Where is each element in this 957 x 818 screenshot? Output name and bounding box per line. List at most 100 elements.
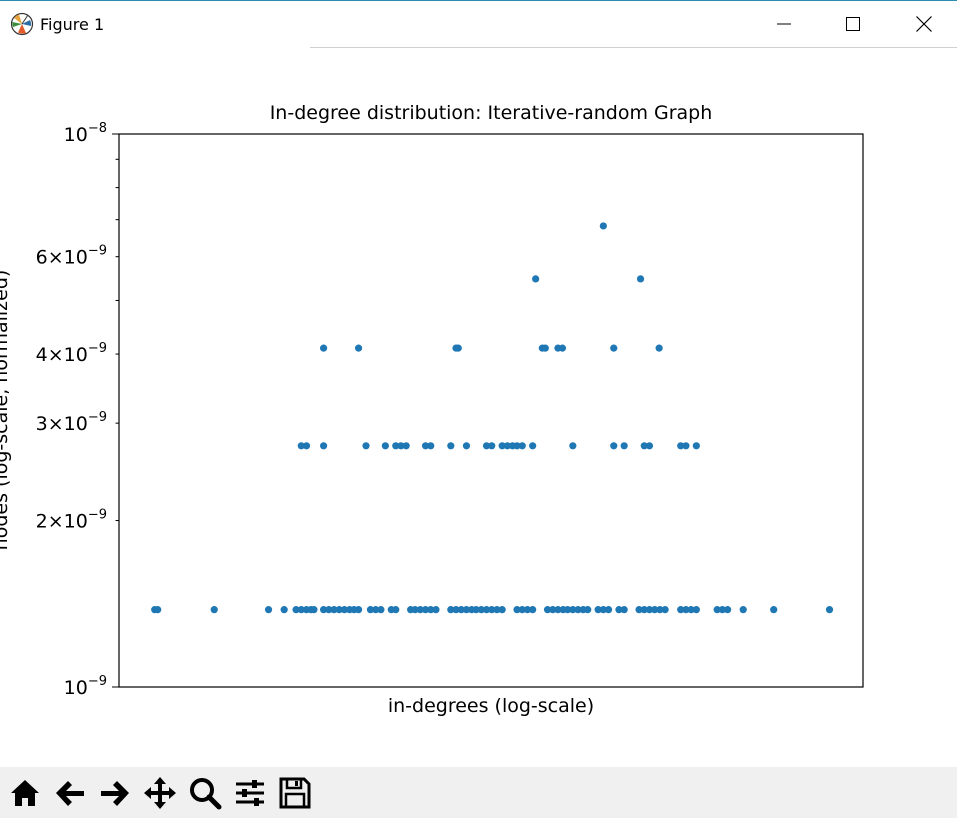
scatter-point	[523, 606, 532, 614]
scatter-point	[518, 606, 526, 614]
scatter-point	[210, 606, 218, 614]
scatter-point	[372, 606, 380, 614]
y-tick-label: 3×10−9	[36, 410, 107, 435]
scatter-point	[488, 442, 496, 450]
forward-arrow-icon	[101, 781, 129, 806]
scatter-point	[340, 606, 349, 614]
zoom-button[interactable]	[185, 773, 225, 813]
scatter-point	[392, 442, 400, 450]
scatter-point	[477, 606, 485, 614]
scatter-point	[462, 606, 471, 614]
scatter-point	[574, 606, 582, 614]
scatter-point	[620, 606, 628, 614]
maximize-button[interactable]	[830, 2, 876, 46]
axes-frame	[118, 133, 864, 688]
scatter-point	[645, 606, 654, 614]
scatter-point	[558, 344, 567, 352]
scatter-point	[549, 606, 557, 614]
scatter-point	[482, 606, 491, 614]
y-axis-ticks: 10−9 2×10−9 3×10−9 4×10−9 6×10−9 10−8	[36, 121, 119, 699]
scatter-point	[320, 344, 328, 352]
scatter-point	[529, 442, 537, 450]
chart-title: In-degree distribution: Iterative-random…	[270, 102, 713, 124]
titlebar-divider	[310, 47, 957, 48]
scatter-point	[427, 606, 435, 614]
scatter-point	[518, 442, 526, 450]
scatter-chart: In-degree distribution: Iterative-random…	[0, 102, 864, 717]
figure-canvas[interactable]: In-degree distribution: Iterative-random…	[0, 48, 957, 767]
scatter-point	[677, 606, 685, 614]
scatter-point	[636, 275, 645, 283]
scatter-point	[421, 442, 430, 450]
y-tick-label: 6×10−9	[36, 244, 107, 269]
scatter-point	[677, 442, 685, 450]
scatter-point	[381, 442, 389, 450]
navigation-toolbar	[0, 767, 957, 818]
minimize-button[interactable]	[761, 2, 807, 46]
pan-button[interactable]	[140, 773, 180, 813]
scatter-point	[493, 606, 501, 614]
back-arrow-icon	[56, 781, 84, 806]
window-top-accent	[0, 0, 957, 1]
scatter-point	[655, 344, 663, 352]
window-title: Figure 1	[40, 15, 105, 34]
scatter-point	[564, 606, 572, 614]
scatter-point	[402, 442, 410, 450]
scatter-point	[472, 606, 480, 614]
scatter-point	[682, 442, 690, 450]
scatter-point	[682, 606, 690, 614]
scatter-point	[640, 442, 648, 450]
scatter-point	[692, 606, 700, 614]
scatter-point	[599, 222, 607, 230]
forward-button[interactable]	[95, 773, 135, 813]
scatter-point	[377, 606, 385, 614]
scatter-point	[541, 344, 549, 352]
scatter-point	[454, 344, 462, 352]
scatter-point	[320, 606, 328, 614]
scatter-point	[366, 606, 375, 614]
x-axis-label: in-degrees (log-scale)	[388, 695, 594, 717]
save-button[interactable]	[275, 773, 315, 813]
scatter-point	[447, 442, 455, 450]
scatter-point	[645, 442, 654, 450]
home-icon	[11, 780, 39, 806]
scatter-point	[635, 606, 643, 614]
scatter-point	[503, 442, 511, 450]
scatter-point	[543, 606, 552, 614]
scatter-point	[620, 442, 628, 450]
scatter-point	[462, 442, 471, 450]
scatter-point	[713, 606, 721, 614]
scatter-point	[569, 442, 577, 450]
close-button[interactable]	[901, 2, 947, 46]
scatter-point	[770, 606, 778, 614]
scatter-point	[292, 606, 300, 614]
scatter-point	[498, 442, 506, 450]
configure-subplots-button[interactable]	[230, 773, 270, 813]
scatter-point	[310, 606, 318, 614]
scatter-point	[392, 606, 400, 614]
scatter-point	[330, 606, 338, 614]
scatter-point	[362, 442, 370, 450]
scatter-point	[723, 606, 732, 614]
home-button[interactable]	[5, 773, 45, 813]
y-tick-label: 10−8	[64, 121, 107, 146]
scatter-point	[416, 606, 424, 614]
scatter-point	[599, 606, 607, 614]
scatter-point	[432, 606, 440, 614]
scatter-point	[532, 275, 540, 283]
window-titlebar[interactable]: Figure 1	[0, 1, 957, 47]
scatter-point	[452, 606, 460, 614]
scatter-point	[427, 442, 435, 450]
scatter-point	[354, 344, 363, 352]
zoom-magnifier-icon	[190, 778, 222, 810]
back-button[interactable]	[50, 773, 90, 813]
scatter-point	[488, 606, 496, 614]
scatter-point	[584, 606, 592, 614]
scatter-point	[482, 442, 491, 450]
scatter-point	[604, 606, 613, 614]
scatter-point	[739, 606, 747, 614]
scatter-point	[569, 606, 577, 614]
scatter-point	[397, 442, 405, 450]
scatter-point	[302, 442, 311, 450]
scatter-point	[335, 606, 343, 614]
